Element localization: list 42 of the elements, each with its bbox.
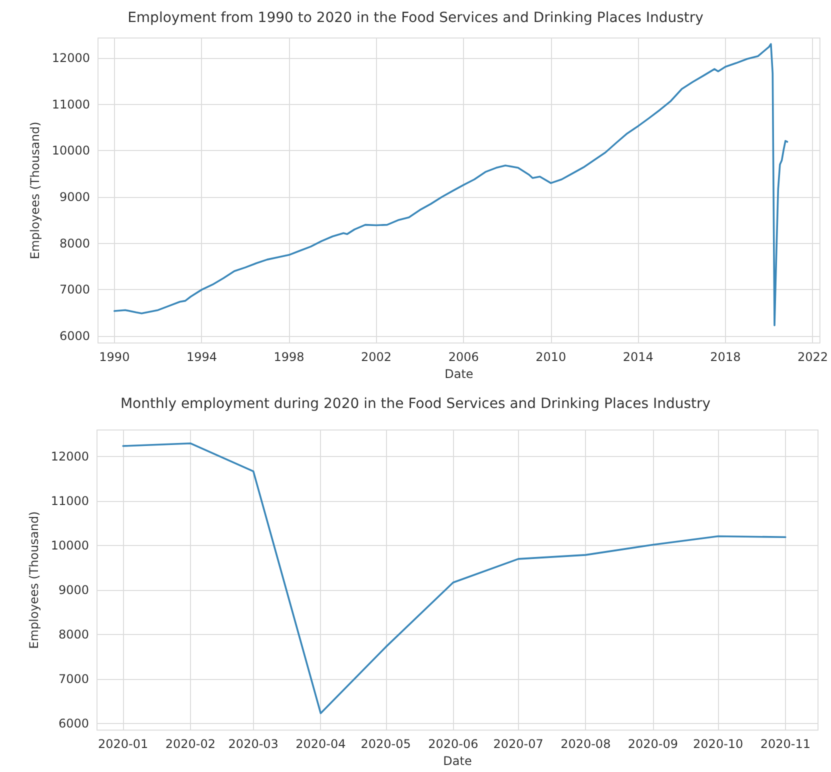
x-tick-label: 2020-03 <box>228 737 278 752</box>
x-tick-label: 2020-07 <box>493 737 544 752</box>
y-tick-label: 10000 <box>50 538 89 553</box>
y-tick-label: 6000 <box>59 329 90 344</box>
line-series <box>114 43 788 326</box>
y-tick-label: 12000 <box>52 50 90 65</box>
y-tick-label: 8000 <box>58 628 89 642</box>
x-tick-label: 2020-05 <box>360 737 411 752</box>
x-tick-label: 2014 <box>622 350 654 364</box>
x-tick-label: 1990 <box>99 350 130 364</box>
x-axis-title: Date <box>444 366 474 381</box>
x-tick-label: 2020-02 <box>165 737 216 752</box>
chart-title: Employment from 1990 to 2020 in the Food Services and Drinking Places Industry <box>128 10 704 26</box>
y-tick-label: 9000 <box>58 583 89 598</box>
x-tick-label: 2006 <box>448 350 479 364</box>
x-tick-label: 2002 <box>361 350 392 364</box>
x-axis-title: Date <box>443 754 472 768</box>
x-tick-label: 2020-09 <box>628 737 678 752</box>
y-tick-label: 11000 <box>50 494 89 508</box>
x-tick-label: 2020-11 <box>760 737 810 752</box>
y-tick-label: 11000 <box>52 97 90 112</box>
y-tick-label: 10000 <box>52 144 90 158</box>
y-tick-label: 8000 <box>59 236 90 250</box>
y-tick-label: 7000 <box>59 282 90 297</box>
x-tick-label: 1998 <box>274 350 304 364</box>
y-tick-label: 6000 <box>58 716 89 730</box>
chart-title: Monthly employment during 2020 in the Food Services and Drinking Places Industry <box>120 396 711 412</box>
x-tick-label: 2020-06 <box>428 737 478 752</box>
x-tick-label: 1994 <box>186 350 217 364</box>
y-tick-label: 9000 <box>59 190 90 204</box>
x-tick-label: 2018 <box>710 350 741 364</box>
x-tick-label: 2010 <box>536 350 566 364</box>
y-tick-label: 7000 <box>58 672 89 686</box>
x-tick-label: 2022 <box>797 350 828 364</box>
x-tick-label: 2020-01 <box>98 737 148 752</box>
y-axis-title: Employees (Thousand) <box>26 511 41 649</box>
line-series <box>122 442 786 714</box>
x-tick-label: 2020-10 <box>693 737 744 752</box>
y-axis-title: Employees (Thousand) <box>28 122 42 260</box>
x-tick-label: 2020-04 <box>296 737 346 752</box>
y-tick-label: 12000 <box>50 450 89 464</box>
x-tick-label: 2020-08 <box>560 737 611 752</box>
